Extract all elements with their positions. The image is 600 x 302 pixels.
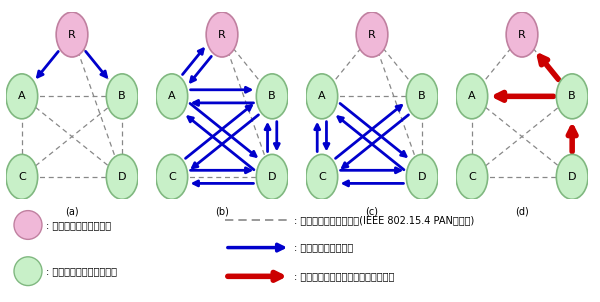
Text: (c): (c)	[365, 207, 379, 217]
Circle shape	[14, 257, 42, 286]
Text: : メッシュ構築用信号: : メッシュ構築用信号	[294, 243, 353, 252]
Circle shape	[306, 74, 338, 119]
Text: D: D	[268, 172, 277, 182]
Text: (b): (b)	[215, 207, 229, 217]
Text: (a): (a)	[65, 207, 79, 217]
Text: C: C	[18, 172, 26, 182]
Text: (d): (d)	[515, 207, 529, 217]
Circle shape	[156, 74, 188, 119]
Circle shape	[156, 154, 188, 199]
Circle shape	[306, 154, 338, 199]
Text: B: B	[268, 91, 276, 101]
Text: : 非メッシュルート無線機: : 非メッシュルート無線機	[46, 266, 117, 276]
Circle shape	[406, 154, 438, 199]
Text: R: R	[218, 30, 226, 40]
Circle shape	[106, 74, 138, 119]
Circle shape	[14, 210, 42, 239]
Circle shape	[6, 154, 38, 199]
Circle shape	[206, 12, 238, 57]
Text: R: R	[518, 30, 526, 40]
Text: D: D	[568, 172, 577, 182]
Text: C: C	[318, 172, 326, 182]
Text: A: A	[168, 91, 176, 101]
Text: C: C	[468, 172, 476, 182]
Text: A: A	[318, 91, 326, 101]
Text: A: A	[18, 91, 26, 101]
Text: R: R	[68, 30, 76, 40]
Circle shape	[556, 74, 588, 119]
Circle shape	[456, 154, 488, 199]
Text: : 確立されたメッシュルートへの経路: : 確立されたメッシュルートへの経路	[294, 271, 394, 281]
Circle shape	[256, 154, 288, 199]
Text: C: C	[168, 172, 176, 182]
Text: A: A	[468, 91, 476, 101]
Text: R: R	[368, 30, 376, 40]
Circle shape	[56, 12, 88, 57]
Text: D: D	[418, 172, 427, 182]
Text: D: D	[118, 172, 127, 182]
Circle shape	[556, 154, 588, 199]
Text: B: B	[118, 91, 126, 101]
Text: : 通信可能な無線リンク(IEEE 802.15.4 PANリンク): : 通信可能な無線リンク(IEEE 802.15.4 PANリンク)	[294, 215, 474, 225]
Circle shape	[106, 154, 138, 199]
Circle shape	[456, 74, 488, 119]
Circle shape	[406, 74, 438, 119]
Circle shape	[256, 74, 288, 119]
Text: B: B	[568, 91, 576, 101]
Circle shape	[6, 74, 38, 119]
Text: : メッシュルート無線機: : メッシュルート無線機	[46, 220, 111, 230]
Circle shape	[506, 12, 538, 57]
Text: B: B	[418, 91, 426, 101]
Circle shape	[356, 12, 388, 57]
